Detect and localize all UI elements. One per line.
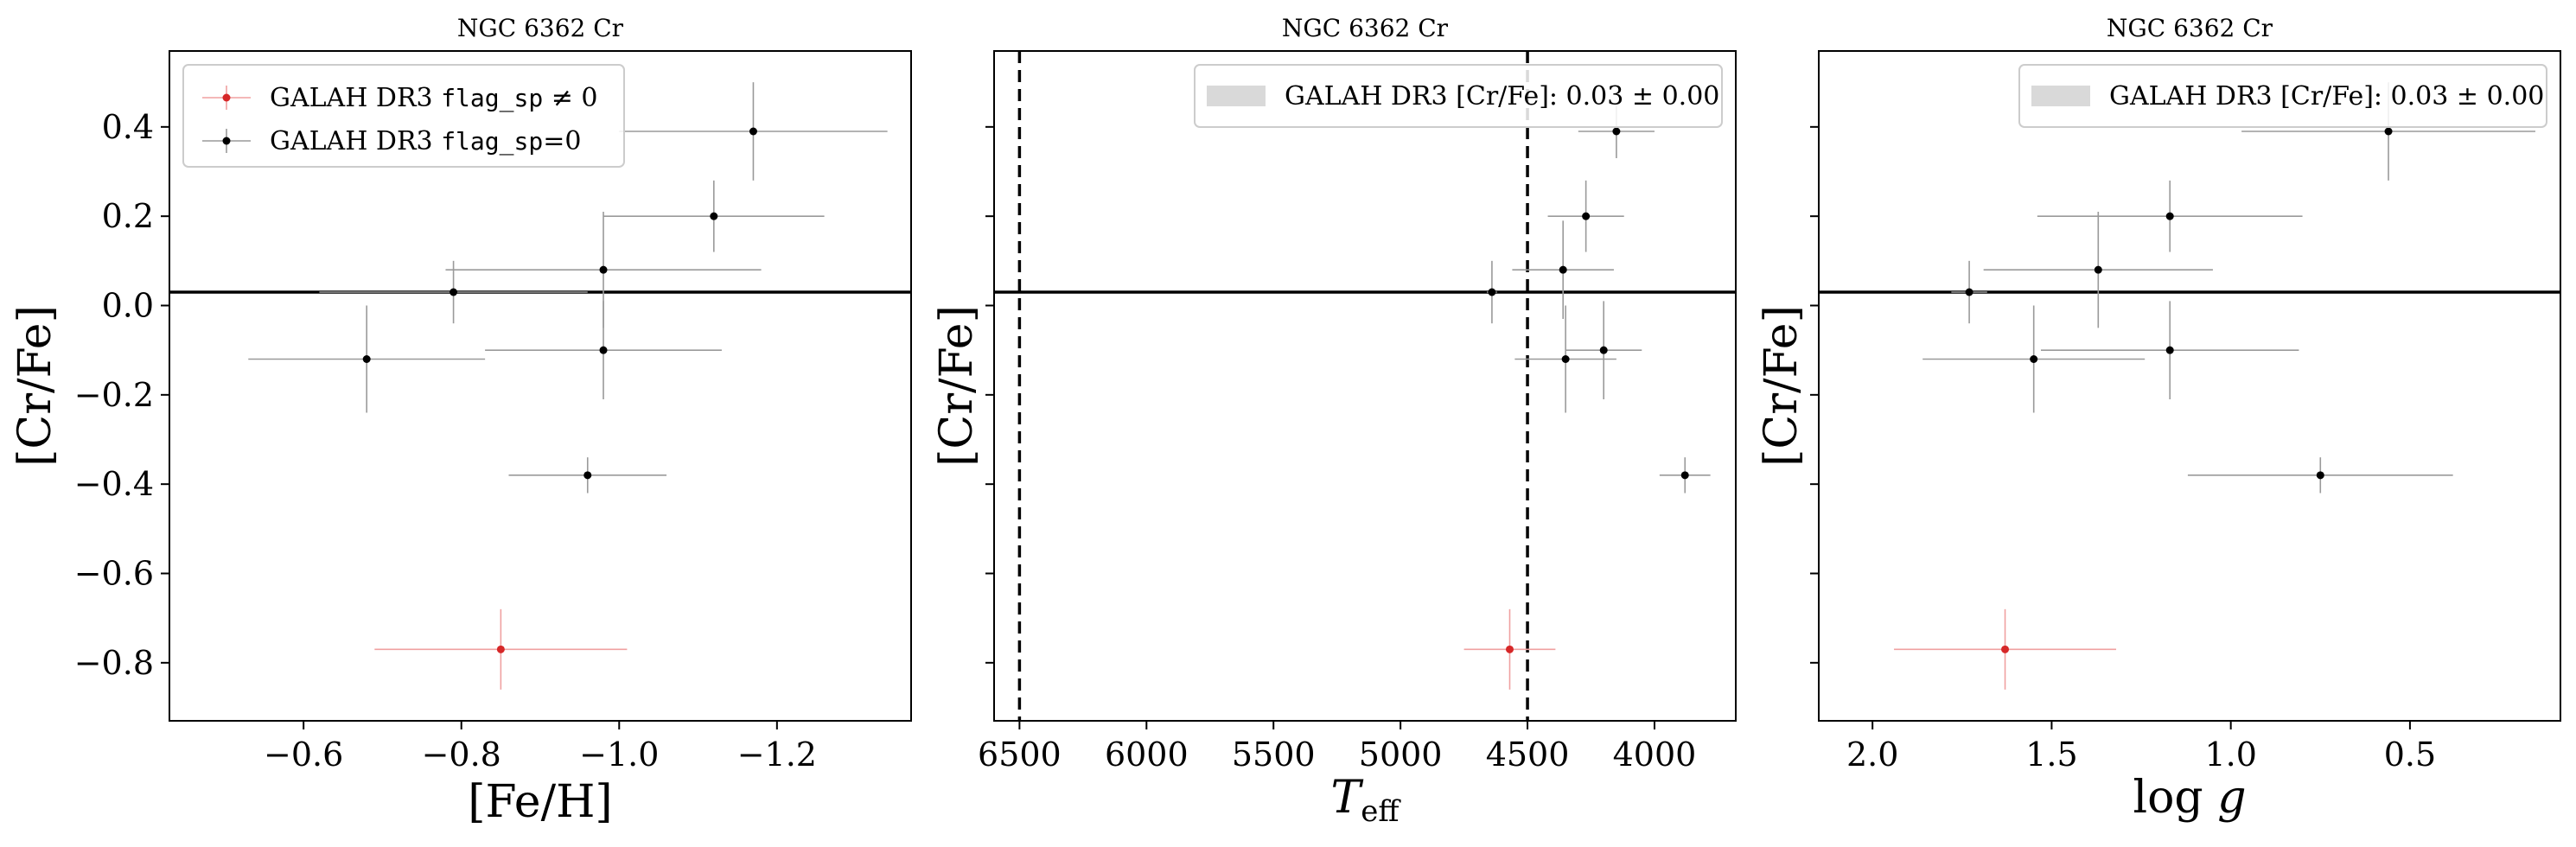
x-tick-label: 0.5 — [2384, 736, 2436, 774]
data-point — [1505, 645, 1514, 653]
data-point — [2094, 265, 2102, 274]
y-axis-label: [Cr/Fe] — [931, 305, 983, 467]
legend: GALAH DR3 [Cr/Fe]: 0.03 ± 0.00 — [2018, 64, 2547, 128]
legend-marker — [222, 137, 231, 145]
x-tick-label: −0.6 — [264, 736, 343, 774]
x-tick-label: 4000 — [1613, 736, 1697, 774]
data-point — [2316, 471, 2324, 480]
panel-1: 0.4 0.2 0.0 −0.2 −0.4 −0.6 −0.8 −0.6 −0.8 −1.0 −1.… — [10, 14, 912, 828]
x-tick-label: −0.8 — [422, 736, 501, 774]
data-point — [362, 355, 371, 363]
plot-area — [994, 51, 1736, 721]
legend-swatch — [1207, 86, 1266, 106]
x-tick-label: 6000 — [1105, 736, 1189, 774]
panel-2: 6500 6000 5500 5000 4500 4000 NGC 6362 Cr Teff [… — [931, 14, 1737, 829]
data-point — [2384, 127, 2393, 136]
panel-title: NGC 6362 Cr — [1282, 14, 1449, 42]
data-point — [1488, 288, 1496, 296]
y-tick-label: −0.8 — [74, 644, 154, 682]
x-tick-label: 5500 — [1232, 736, 1316, 774]
legend-entry-label: GALAH DR3 [Cr/Fe]: 0.03 ± 0.00 — [1285, 81, 1719, 111]
x-tick-label: −1.2 — [737, 736, 817, 774]
data-point — [599, 346, 608, 354]
legend-box — [182, 64, 625, 168]
y-tick-label: −0.2 — [74, 376, 154, 414]
legend-box — [2018, 64, 2547, 128]
data-point — [2030, 355, 2038, 363]
panel-title: NGC 6362 Cr — [457, 14, 624, 42]
x-axis-label: [Fe/H] — [468, 776, 612, 828]
x-axis-label: Teff — [1331, 772, 1402, 829]
plot-area — [1819, 82, 2560, 690]
plot-area — [169, 82, 911, 690]
data-point — [1559, 265, 1567, 274]
axes-frame — [993, 50, 1737, 722]
legend-entry-label: GALAH DR3 [Cr/Fe]: 0.03 ± 0.00 — [2109, 81, 2544, 111]
data-point — [710, 212, 718, 220]
data-point — [1582, 212, 1591, 220]
x-tick-label: 2.0 — [1846, 736, 1898, 774]
y-tick-label: 0.0 — [102, 287, 154, 325]
axes-frame — [169, 50, 912, 722]
data-point — [1680, 471, 1689, 480]
x-axis-label: log g — [2133, 772, 2246, 824]
legend-swatch — [2031, 86, 2090, 106]
axes-frame — [1818, 50, 2561, 722]
data-point — [1561, 355, 1570, 363]
data-point — [496, 645, 505, 653]
legend: GALAH DR3 flag_sp ≠ 0 GALAH DR3 flag_sp=0 — [182, 64, 625, 168]
data-point — [450, 288, 458, 296]
x-tick-label: 6500 — [978, 736, 1062, 774]
legend: GALAH DR3 [Cr/Fe]: 0.03 ± 0.00 — [1194, 64, 1723, 128]
y-tick-label: 0.4 — [102, 108, 154, 146]
x-tick-label: 1.5 — [2025, 736, 2077, 774]
legend-box — [1194, 64, 1723, 128]
legend-marker — [222, 93, 231, 102]
data-point — [2001, 645, 2010, 653]
y-axis-label: [Cr/Fe] — [1756, 305, 1808, 467]
data-point — [2165, 212, 2174, 220]
data-point — [583, 471, 592, 480]
y-tick-label: 0.2 — [102, 197, 154, 235]
x-tick-label: 1.0 — [2204, 736, 2256, 774]
x-tick-label: 4500 — [1486, 736, 1570, 774]
x-tick-label: −1.0 — [579, 736, 659, 774]
legend-entry-label: GALAH DR3 flag_sp=0 — [270, 126, 581, 156]
data-point — [599, 265, 608, 274]
y-tick-label: −0.4 — [74, 465, 154, 503]
data-point — [1599, 346, 1608, 354]
panel-title: NGC 6362 Cr — [2107, 14, 2273, 42]
data-point — [1965, 288, 1973, 296]
data-point — [2165, 346, 2174, 354]
y-tick-label: −0.6 — [74, 555, 154, 593]
panel-3: 2.0 1.5 1.0 0.5 NGC 6362 Cr log g [Cr/Fe] GALAH… — [1756, 14, 2561, 824]
x-tick-label: 5000 — [1359, 736, 1443, 774]
y-axis-label: [Cr/Fe] — [10, 305, 61, 467]
data-point — [749, 127, 757, 136]
data-point — [1612, 127, 1621, 136]
legend-entry-label: GALAH DR3 flag_sp ≠ 0 — [270, 83, 598, 113]
